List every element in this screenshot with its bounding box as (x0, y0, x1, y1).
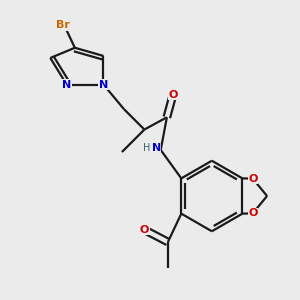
Text: H: H (143, 143, 151, 154)
Text: N: N (152, 143, 161, 154)
Text: O: O (140, 225, 149, 235)
Text: N: N (99, 80, 108, 90)
Text: O: O (248, 208, 257, 218)
Text: O: O (168, 90, 178, 100)
Text: O: O (248, 174, 257, 184)
Text: Br: Br (56, 20, 70, 30)
Text: N: N (62, 80, 71, 90)
